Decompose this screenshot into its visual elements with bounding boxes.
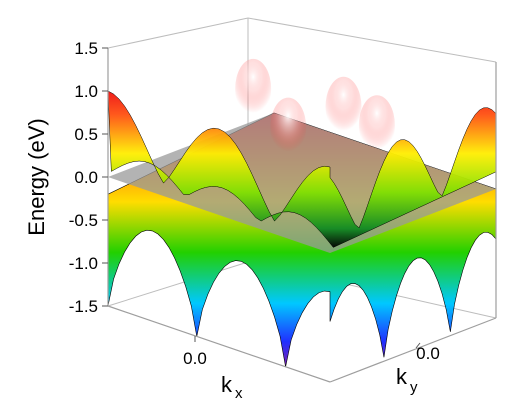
z-tick-label: 0.5 xyxy=(74,125,98,144)
axis-labels: 1.5 1.0 0.5 0.0 -0.5 -1.0 -1.5 0.0 0.0 Energy (eV… xyxy=(24,39,440,402)
band-surfaces xyxy=(108,58,496,367)
x-axis-label-subscript: x xyxy=(235,385,243,402)
y-tick-label: 0.0 xyxy=(416,344,440,363)
band-peak-highlight xyxy=(270,97,307,158)
upper-band xyxy=(108,58,496,248)
z-tick-label: 0.0 xyxy=(74,168,98,187)
z-axis-label: Energy (eV) xyxy=(24,118,49,235)
band-peak-highlight xyxy=(358,95,395,156)
x-tick-label: 0.0 xyxy=(183,349,207,368)
upper-band-surface xyxy=(108,90,496,248)
y-tick xyxy=(415,342,421,349)
z-tick-label: 1.0 xyxy=(74,82,98,101)
x-axis-label: k xyxy=(221,372,233,397)
y-axis-label-subscript: y xyxy=(410,379,418,396)
z-tick-label: -1.0 xyxy=(69,254,98,273)
band-peak-highlight xyxy=(325,76,362,137)
y-axis-label: k xyxy=(396,364,408,389)
band-peak-highlight xyxy=(235,58,272,119)
axis-ticks xyxy=(102,47,421,349)
z-tick-label: -0.5 xyxy=(69,211,98,230)
z-tick-label: 1.5 xyxy=(74,39,98,58)
z-tick-label: -1.5 xyxy=(69,297,98,316)
